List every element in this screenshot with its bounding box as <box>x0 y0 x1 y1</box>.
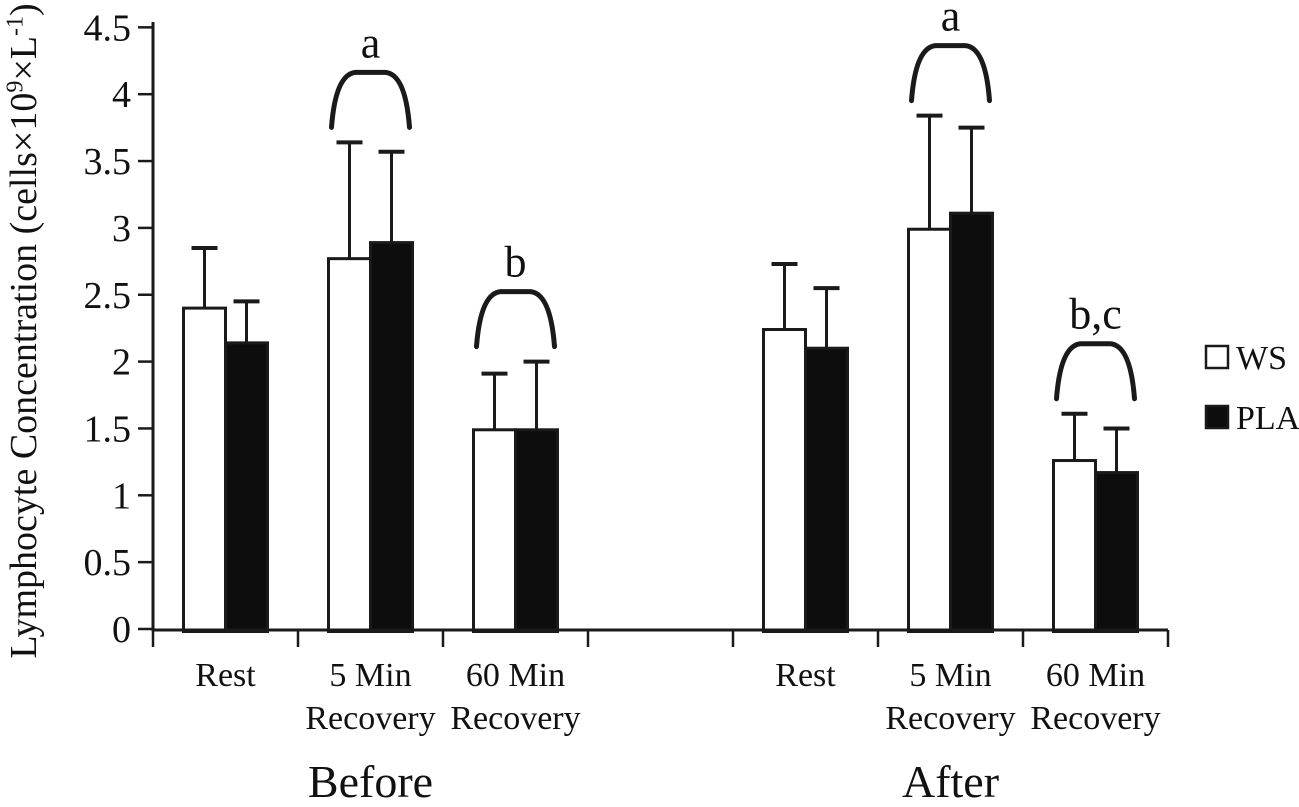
y-axis-title-text: Lymphocyte Concentration (cells×10 <box>3 92 45 659</box>
significance-letter-before-5min: a <box>361 18 381 67</box>
axes-layer <box>138 22 1170 647</box>
bar-ws-before-rest <box>182 306 227 633</box>
y-tick-label: 4.5 <box>84 7 132 49</box>
bar-pla-before-5min <box>369 241 414 633</box>
x-tick-label-before-60min: Recovery <box>450 700 580 737</box>
x-tick-label-before-5min: 5 Min <box>329 657 411 694</box>
legend-label-ws: WS <box>1236 340 1287 377</box>
legend: WS PLA <box>1204 340 1299 437</box>
legend-swatch-pla <box>1204 404 1230 430</box>
axis-labels-layer: Rest 5 Min Recovery 60 Min Recovery Before Res… <box>84 7 1161 807</box>
bar-pla-after-rest <box>804 346 849 633</box>
bar-ws-after-rest <box>762 328 807 633</box>
y-tick-label: 2 <box>112 342 131 384</box>
legend-label-pla: PLA <box>1236 400 1299 437</box>
significance-bracket-before-60min <box>474 289 557 350</box>
y-tick-label: 0 <box>112 609 131 651</box>
y-tick-label: 3.5 <box>84 141 132 183</box>
group-label-before: Before <box>308 756 433 807</box>
bars-layer <box>182 211 1139 634</box>
y-tick-label: 0.5 <box>84 542 132 584</box>
y-axis-title-mid: ×L <box>3 36 45 81</box>
y-tick-label: 2.5 <box>84 275 132 317</box>
x-tick-label-after-5min: 5 Min <box>909 657 991 694</box>
x-tick-label-before-rest: Rest <box>195 657 256 694</box>
significance-letter-after-5min: a <box>941 0 961 41</box>
x-tick-label-after-rest: Rest <box>775 657 836 694</box>
x-tick-label-before-5min: Recovery <box>305 700 435 737</box>
y-axis-title-superscript-minus1: -1 <box>2 16 29 37</box>
x-tick-label-after-60min: Recovery <box>1030 700 1160 737</box>
y-tick-label: 1.5 <box>84 408 132 450</box>
bar-ws-after-5min <box>907 227 952 633</box>
bar-ws-after-60min <box>1052 459 1097 633</box>
bar-pla-before-60min <box>514 428 559 633</box>
x-tick-label-after-5min: Recovery <box>885 700 1015 737</box>
legend-swatch-ws <box>1204 344 1230 370</box>
annotations-layer: a b a b,c <box>329 0 1137 402</box>
significance-bracket-after-5min <box>909 43 992 104</box>
y-axis-title-superscript-9: 9 <box>2 80 29 93</box>
bar-pla-after-5min <box>949 211 994 633</box>
bar-pla-before-rest <box>224 341 269 633</box>
bar-pla-after-60min <box>1094 471 1139 634</box>
y-tick-label: 1 <box>112 475 131 517</box>
error-bars-layer <box>191 113 1130 473</box>
significance-letter-after-60min: b,c <box>1069 290 1122 339</box>
x-tick-label-before-60min: 60 Min <box>466 657 565 694</box>
y-tick-label: 4 <box>112 74 131 116</box>
significance-bracket-after-60min <box>1054 341 1137 402</box>
y-tick-label: 3 <box>112 208 131 250</box>
y-axis-title-close: ) <box>3 3 45 17</box>
x-tick-label-after-60min: 60 Min <box>1046 657 1145 694</box>
bar-ws-before-60min <box>472 428 517 633</box>
significance-letter-before-60min: b <box>505 238 527 287</box>
y-axis-title: Lymphocyte Concentration (cells×109×L-1) <box>0 0 48 702</box>
group-label-after: After <box>902 756 999 807</box>
bar-ws-before-5min <box>327 257 372 633</box>
significance-bracket-before-5min <box>329 69 412 130</box>
